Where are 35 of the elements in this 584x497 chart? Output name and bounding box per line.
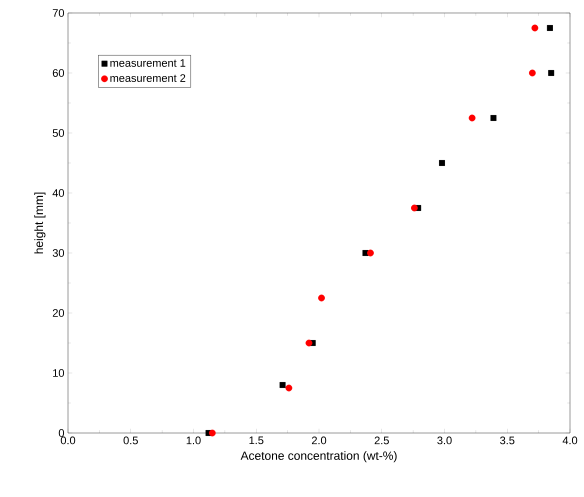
point [546,25,553,31]
y-tick-label: 70 [52,9,64,17]
y-axis-title: height [mm] [34,192,46,254]
x-tick-label: 0.5 [124,436,138,444]
point [367,250,374,256]
x-tick-label: 1.5 [249,436,264,444]
x-axis-title: Acetone concentration (wt-%) [240,451,397,462]
point [410,204,418,212]
x-tick-label: 2.5 [374,436,389,444]
legend-label: measurement 1 [110,59,186,67]
x-tick-label: 0.0 [60,436,76,444]
point [528,70,536,76]
point [548,70,554,76]
point [285,384,292,392]
y-tick-label: 20 [52,309,64,317]
point [531,24,538,32]
point [280,382,286,388]
point [439,160,445,166]
x-tick-label: 3.5 [500,436,514,444]
x-tick-label: 1.0 [186,436,201,444]
y-tick-label: 40 [52,189,64,197]
x-tick-label: 4.0 [562,436,578,444]
x-tick-label: 2.0 [312,436,326,444]
y-tick-label: 0 [58,429,64,437]
y-tick-label: 50 [52,129,64,137]
point [468,114,476,122]
point [490,115,496,121]
y-tick-label: 60 [52,69,64,77]
point [318,294,325,302]
legend-label: measurement 2 [110,74,186,82]
y-tick-label: 30 [52,249,64,257]
point [306,340,312,346]
x-tick-label: 3.0 [437,436,452,444]
point [208,430,216,436]
y-tick-label: 10 [53,369,64,377]
